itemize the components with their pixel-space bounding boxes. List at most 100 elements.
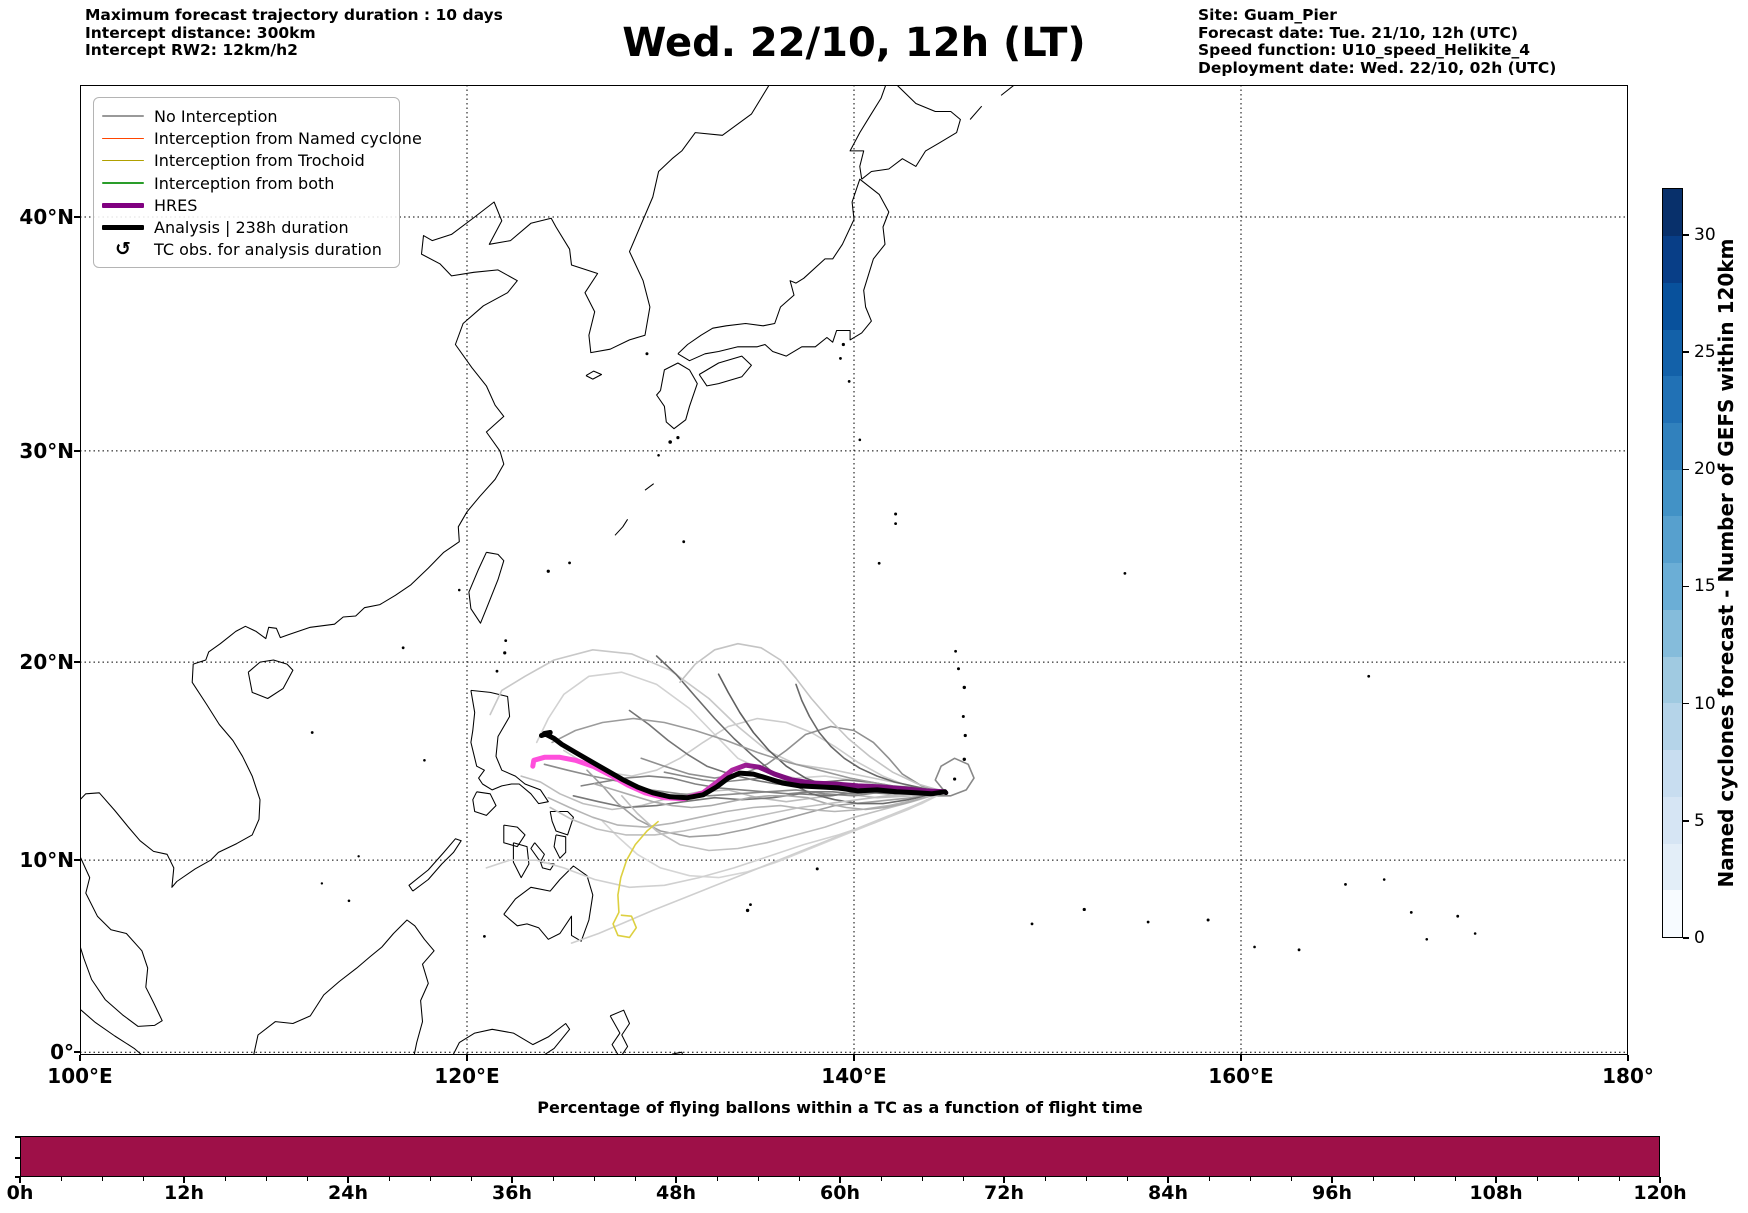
cyclone-rotation-icon: ↺ [115, 238, 131, 261]
coastline [585, 370, 603, 380]
colorbar-block [1663, 609, 1682, 657]
hour-minor-tick [552, 1177, 554, 1181]
island-speck [320, 882, 324, 885]
hour-tick [1167, 1177, 1169, 1183]
island-speck [858, 438, 862, 442]
island-speck [645, 352, 649, 356]
gefs-track [551, 717, 946, 793]
hour-tick-label: 84h [1148, 1182, 1188, 1204]
island-speck [457, 588, 461, 592]
colorbar-block [1663, 656, 1682, 704]
hour-minor-tick [757, 1177, 759, 1181]
y-tick [74, 661, 80, 663]
legend-item: Interception from Named cyclone [102, 127, 422, 149]
hour-minor-tick [470, 1177, 472, 1181]
coastline [609, 1009, 631, 1055]
y-tick [74, 450, 80, 452]
colorbar-label: Named cyclones forecast - Number of GEFS… [1714, 238, 1738, 888]
legend-line-swatch [102, 115, 144, 117]
coastline [690, 1059, 731, 1062]
hour-minor-tick [634, 1177, 636, 1181]
gefs-track [489, 649, 946, 793]
island-speck [962, 685, 966, 690]
y-tick [74, 859, 80, 861]
colorbar-tick-label: 5 [1694, 810, 1705, 831]
hour-tick-label: 120h [1633, 1182, 1687, 1204]
hour-tick [1003, 1177, 1005, 1183]
legend-line-swatch [102, 182, 144, 184]
x-tick-label: 180° [1602, 1064, 1654, 1088]
coastline [677, 178, 890, 362]
gefs-track [795, 683, 946, 793]
coastline [80, 85, 770, 888]
legend-line-swatch [102, 137, 144, 140]
map-content [80, 85, 1628, 1062]
hour-minor-tick [1085, 1177, 1087, 1181]
hour-minor-tick [962, 1177, 964, 1181]
legend-label: No Interception [154, 106, 278, 126]
map-legend: No Interception Interception from Named c… [93, 97, 422, 269]
info-right-line4: Deployment date: Wed. 22/10, 02h (UTC) [1198, 58, 1557, 77]
legend-label: Analysis | 238h duration [154, 218, 349, 238]
hour-tick [1495, 1177, 1497, 1183]
colorbar-block [1663, 702, 1682, 751]
x-tick [1240, 1055, 1242, 1061]
legend-item: No Interception [102, 105, 389, 127]
hour-tick [1331, 1177, 1333, 1183]
island-speck [1146, 920, 1150, 924]
colorbar-block [1663, 422, 1682, 470]
colorbar [1662, 188, 1683, 938]
island-speck [1297, 948, 1301, 952]
colorbar-block [1663, 749, 1682, 797]
analysis-track [539, 730, 948, 801]
legend-line [102, 115, 144, 117]
info-block-right: Site: Guam_Pier Forecast date: Tue. 21/1… [1198, 6, 1557, 77]
coastline [656, 362, 698, 430]
island-speck [963, 733, 967, 738]
island-speck [745, 908, 750, 913]
y-tick-label: 20°N [19, 650, 74, 675]
colorbar-block [1663, 843, 1682, 891]
island-speck [749, 903, 752, 907]
coastline [530, 842, 545, 863]
island-speck [1367, 674, 1371, 678]
gefs-track [547, 791, 946, 828]
island-speck [815, 867, 819, 871]
colorbar-block [1663, 188, 1682, 237]
hour-tick-label: 72h [984, 1182, 1024, 1204]
coastline [671, 1051, 684, 1055]
y-tick-label: 10°N [19, 848, 74, 873]
hour-minor-tick [60, 1177, 62, 1181]
coastline [253, 919, 435, 1055]
island-speck [847, 379, 851, 383]
colorbar-tick [1683, 585, 1689, 588]
hour-tick [19, 1177, 21, 1183]
y-tick-label: 40°N [19, 205, 74, 230]
island-speck [894, 522, 898, 526]
colorbar-tick [1683, 702, 1689, 705]
legend-item: Interception from Trochoid [102, 150, 389, 172]
legend-line [102, 225, 144, 230]
hour-tick [839, 1177, 841, 1183]
coastline [470, 689, 549, 805]
legend-label: Interception from both [154, 173, 335, 193]
coastline [553, 834, 567, 859]
gefs-track [640, 725, 946, 793]
island-speck [568, 561, 571, 565]
hour-minor-tick [306, 1177, 308, 1181]
colorbar-tick-label: 15 [1694, 576, 1716, 597]
hour-tick [511, 1177, 513, 1183]
hour-minor-tick [1454, 1177, 1456, 1181]
colorbar-block [1663, 796, 1682, 844]
x-tick-label: 140°E [821, 1064, 887, 1088]
y-tick [74, 216, 80, 218]
x-tick-label: 100°E [47, 1064, 113, 1088]
hour-minor-tick [1126, 1177, 1128, 1181]
colorbar-tick-label: 30 [1694, 224, 1716, 245]
colorbar-tick-label: 10 [1694, 693, 1716, 714]
colorbar-tick-label: 0 [1694, 928, 1705, 948]
x-tick [1627, 1055, 1629, 1061]
tc-percentage-bar [20, 1136, 1660, 1177]
coastline [468, 551, 505, 624]
